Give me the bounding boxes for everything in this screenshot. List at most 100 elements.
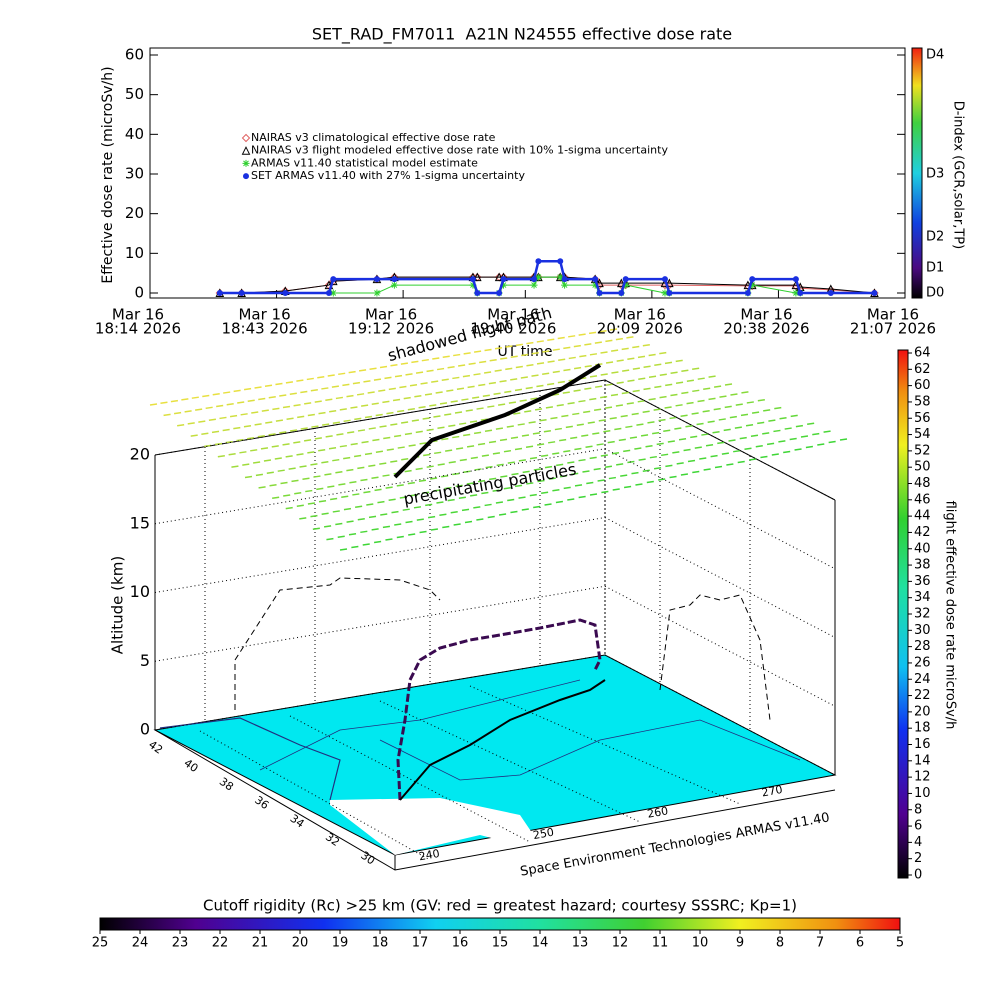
particle-dash <box>518 496 526 499</box>
particle-dash <box>357 466 365 470</box>
particle-dash <box>362 543 370 546</box>
particle-dash <box>307 413 315 417</box>
particle-dash <box>795 424 804 428</box>
particle-dash <box>472 396 480 399</box>
particle-dash <box>567 498 575 501</box>
particle-dash <box>536 443 545 446</box>
chart-title: SET_RAD_FM7011 A21N N24555 effective dos… <box>312 25 732 45</box>
particle-dash <box>286 417 294 420</box>
particle-dash <box>272 496 280 499</box>
marker <box>325 290 332 296</box>
particle-dash <box>601 490 609 494</box>
marker <box>561 276 568 283</box>
particle-dash <box>429 404 437 407</box>
particle-dash <box>659 373 667 376</box>
marker <box>469 276 476 283</box>
particle-dash <box>431 380 439 383</box>
particle-dash <box>302 477 310 480</box>
colorbar-tick-label: D1 <box>926 261 944 276</box>
grid-line <box>154 379 606 456</box>
particle-dash <box>573 366 582 370</box>
marker <box>596 290 603 296</box>
particle-dash <box>587 421 595 424</box>
particle-dash <box>363 490 371 494</box>
y-tick-label: 15 <box>130 513 150 532</box>
particle-dash <box>386 448 394 451</box>
particle-dash <box>177 423 185 427</box>
particle-dash <box>507 498 515 502</box>
particle-dash <box>466 482 474 485</box>
particle-dash <box>321 461 329 464</box>
particle-dash <box>488 440 497 444</box>
particle-dash <box>386 411 394 415</box>
marker <box>661 276 668 283</box>
colorbar-tick-label: 12 <box>914 770 931 785</box>
particle-dash <box>405 373 413 376</box>
colorbar-tick-label: 20 <box>914 704 931 719</box>
particle-dash <box>358 369 367 372</box>
particle-dash <box>268 396 276 399</box>
particle-dash <box>400 362 409 365</box>
particle-dash <box>437 426 445 430</box>
particle-dash <box>425 503 433 507</box>
particle-dash <box>618 438 626 442</box>
particle-dash <box>683 448 691 452</box>
particle-dash <box>557 380 565 384</box>
colorbar-tick-label: 18 <box>914 721 931 736</box>
particle-dash <box>609 417 617 420</box>
particle-dash <box>329 409 337 413</box>
colorbar-label: D-index (GCR,solar,TP) <box>951 101 966 249</box>
particle-dash <box>531 351 539 355</box>
x-tick-label: Mar 16 <box>867 306 919 324</box>
particle-dash <box>181 398 189 401</box>
particle-dash <box>190 434 198 437</box>
particle-dash <box>588 331 597 335</box>
x-tick-label: 19:12 2026 <box>348 320 434 338</box>
particle-dash <box>724 405 732 409</box>
particle-dash <box>600 373 608 376</box>
particle-dash <box>465 409 473 412</box>
particle-dash <box>173 411 182 415</box>
particle-dash <box>473 350 482 353</box>
particle-dash <box>339 408 347 411</box>
particle-dash <box>433 489 441 492</box>
particle-dash <box>396 535 404 539</box>
particle-dash <box>231 465 239 468</box>
particle-dash <box>226 403 234 406</box>
particle-dash <box>596 443 604 446</box>
particle-dash <box>211 430 220 434</box>
lat-tick-label: 40 <box>182 756 201 775</box>
particle-dash <box>540 454 549 458</box>
colorbar-tick-label: 42 <box>914 525 931 540</box>
particle-dash <box>568 356 576 360</box>
particle-dash <box>408 533 416 536</box>
particle-dash <box>622 369 630 372</box>
particle-dash <box>604 465 613 468</box>
particle-dash <box>423 453 431 457</box>
colorbar-tick-label: 54 <box>914 427 931 442</box>
particle-dash <box>642 410 650 414</box>
particle-dash <box>341 495 349 498</box>
particle-dash <box>384 376 392 380</box>
x-axis-label: UT time <box>498 344 553 360</box>
particle-dash <box>279 431 287 434</box>
particle-dash <box>413 506 422 509</box>
particle-dash <box>584 387 592 390</box>
marker <box>531 276 538 283</box>
particle-dash <box>393 434 402 438</box>
particle-dash <box>360 404 369 407</box>
colorbar-tick-label: 7 <box>816 936 824 951</box>
particle-dash <box>350 442 358 446</box>
particle-dash <box>318 449 326 452</box>
particle-dash <box>421 358 429 362</box>
particle-dash <box>336 433 344 436</box>
particle-dash <box>407 407 415 411</box>
particle-dash <box>350 406 358 409</box>
particle-dash <box>347 431 355 434</box>
particle-dash <box>405 520 413 524</box>
particle-dash <box>346 394 354 398</box>
particle-field <box>149 328 848 551</box>
particle-dash <box>675 359 683 363</box>
particle-dash <box>525 445 534 448</box>
particle-dash <box>578 458 586 462</box>
